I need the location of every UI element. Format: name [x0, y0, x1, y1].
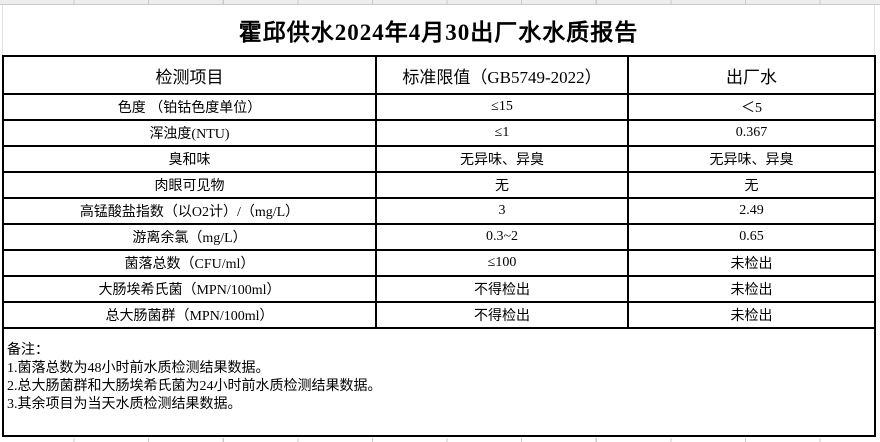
cell-limit: 不得检出 — [375, 301, 629, 329]
cell-value: 无 — [627, 171, 876, 199]
cell-value: 0.65 — [627, 223, 876, 251]
cell-item: 游离余氯（mg/L） — [2, 223, 377, 251]
report-title-row: 霍邱供水2024年4月30出厂水水质报告 — [2, 5, 875, 55]
notes-label: 备注： — [7, 343, 49, 358]
cell-limit: 不得检出 — [375, 275, 629, 303]
cell-item: 大肠埃希氏菌（MPN/100ml） — [2, 275, 377, 303]
cell-item: 肉眼可见物 — [2, 171, 377, 199]
cell-value: 未检出 — [627, 301, 876, 329]
cell-value: ＜5 — [627, 93, 876, 121]
table-header-row: 检测项目 标准限值（GB5749-2022） 出厂水 — [2, 55, 876, 95]
cell-limit: 无异味、异臭 — [375, 145, 629, 173]
table-row: 高锰酸盐指数（以O2计）/（mg/L） 3 2.49 — [2, 197, 876, 225]
note-line-2: 2.总大肠菌群和大肠埃希氏菌为24小时前水质检测结果数据。 — [7, 379, 382, 394]
table-row: 游离余氯（mg/L） 0.3~2 0.65 — [2, 223, 876, 251]
cell-limit: ≤1 — [375, 119, 629, 147]
table-row: 臭和味 无异味、异臭 无异味、异臭 — [2, 145, 876, 173]
page-title: 霍邱供水2024年4月30出厂水水质报告 — [238, 20, 639, 45]
cell-value: 0.367 — [627, 119, 876, 147]
cell-value: 未检出 — [627, 275, 876, 303]
column-header-limit: 标准限值（GB5749-2022） — [375, 55, 629, 95]
cell-item: 浑浊度(NTU) — [2, 119, 377, 147]
notes-cell: 备注： 1.菌落总数为48小时前水质检测结果数据。 2.总大肠菌群和大肠埃希氏菌… — [2, 327, 876, 437]
cell-item: 臭和味 — [2, 145, 377, 173]
water-quality-table: 检测项目 标准限值（GB5749-2022） 出厂水 色度 （铂钴色度单位） ≤… — [2, 55, 876, 437]
table-row: 肉眼可见物 无 无 — [2, 171, 876, 199]
cell-limit: ≤15 — [375, 93, 629, 121]
cell-limit: 无 — [375, 171, 629, 199]
cell-limit: 3 — [375, 197, 629, 225]
note-line-1: 1.菌落总数为48小时前水质检测结果数据。 — [7, 361, 270, 376]
cell-value: 无异味、异臭 — [627, 145, 876, 173]
cell-limit: ≤100 — [375, 249, 629, 277]
table-row: 色度 （铂钴色度单位） ≤15 ＜5 — [2, 93, 876, 121]
sheet-gridline-strip-top — [0, 0, 880, 5]
column-header-value: 出厂水 — [627, 55, 876, 95]
cell-item: 高锰酸盐指数（以O2计）/（mg/L） — [2, 197, 377, 225]
column-header-item: 检测项目 — [2, 55, 377, 95]
table-row: 浑浊度(NTU) ≤1 0.367 — [2, 119, 876, 147]
note-line-3: 3.其余项目为当天水质检测结果数据。 — [7, 397, 242, 412]
table-row: 大肠埃希氏菌（MPN/100ml） 不得检出 未检出 — [2, 275, 876, 303]
table-row: 菌落总数（CFU/ml） ≤100 未检出 — [2, 249, 876, 277]
cell-limit: 0.3~2 — [375, 223, 629, 251]
cell-item: 色度 （铂钴色度单位） — [2, 93, 377, 121]
cell-value: 未检出 — [627, 249, 876, 277]
table-row: 总大肠菌群（MPN/100ml） 不得检出 未检出 — [2, 301, 876, 329]
sheet-gridline-strip-bottom — [0, 438, 880, 442]
cell-value: 2.49 — [627, 197, 876, 225]
cell-item: 总大肠菌群（MPN/100ml） — [2, 301, 377, 329]
notes-row: 备注： 1.菌落总数为48小时前水质检测结果数据。 2.总大肠菌群和大肠埃希氏菌… — [2, 327, 876, 437]
cell-item: 菌落总数（CFU/ml） — [2, 249, 377, 277]
